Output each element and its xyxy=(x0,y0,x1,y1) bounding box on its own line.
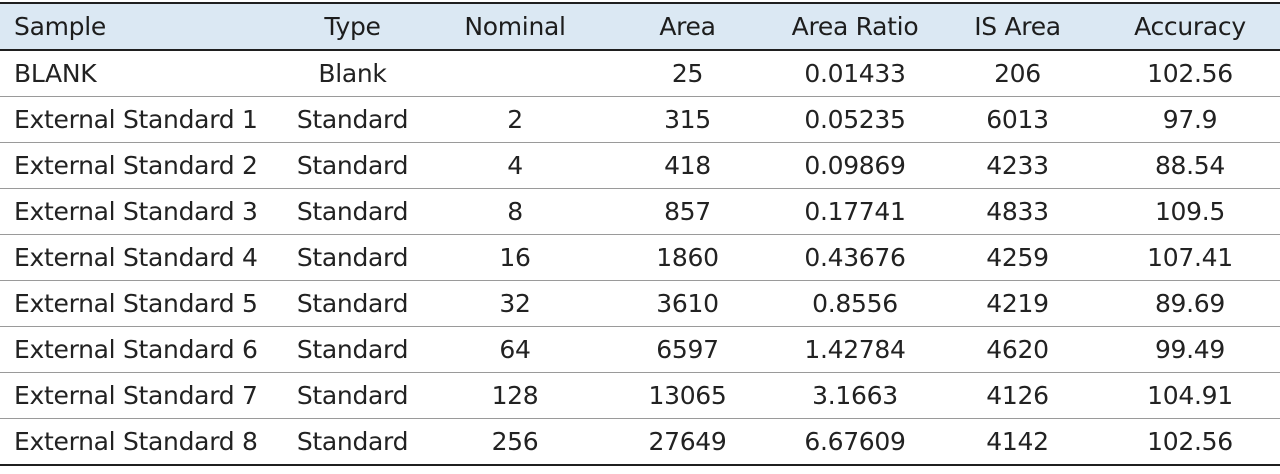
cell-area-ratio: 3.1663 xyxy=(812,381,898,410)
table-row: External Standard 3 Standard 8 857 0.177… xyxy=(0,189,1280,235)
cell-accuracy: 107.41 xyxy=(1147,243,1233,272)
cell-type: Standard xyxy=(296,427,409,456)
cell-area-ratio: 6.67609 xyxy=(804,427,906,456)
cell-area: 27649 xyxy=(648,427,727,456)
table-row: External Standard 8 Standard 256 27649 6… xyxy=(0,419,1280,466)
cell-is-area: 4126 xyxy=(986,381,1049,410)
cell-sample: External Standard 4 xyxy=(14,243,258,272)
cell-accuracy: 104.91 xyxy=(1147,381,1233,410)
cell-area: 1860 xyxy=(656,243,719,272)
table-row: External Standard 5 Standard 32 3610 0.8… xyxy=(0,281,1280,327)
table-header-row: Sample Type Nominal Area Area Ratio IS A… xyxy=(0,4,1280,51)
results-table: Sample Type Nominal Area Area Ratio IS A… xyxy=(0,2,1280,466)
cell-nominal: 4 xyxy=(507,151,523,180)
cell-sample: External Standard 5 xyxy=(14,289,258,318)
cell-accuracy: 89.69 xyxy=(1154,289,1226,318)
cell-type: Blank xyxy=(318,59,387,88)
cell-accuracy: 97.9 xyxy=(1162,105,1218,134)
cell-is-area: 4259 xyxy=(986,243,1049,272)
cell-type: Standard xyxy=(296,381,409,410)
cell-area-ratio: 0.43676 xyxy=(804,243,906,272)
cell-accuracy: 109.5 xyxy=(1154,197,1226,226)
cell-nominal: 2 xyxy=(507,105,523,134)
cell-sample: BLANK xyxy=(14,59,97,88)
cell-is-area: 206 xyxy=(994,59,1041,88)
cell-is-area: 4620 xyxy=(986,335,1049,364)
cell-sample: External Standard 6 xyxy=(14,335,258,364)
table-row: External Standard 4 Standard 16 1860 0.4… xyxy=(0,235,1280,281)
cell-is-area: 6013 xyxy=(986,105,1049,134)
cell-area-ratio: 0.09869 xyxy=(804,151,906,180)
table-row: External Standard 6 Standard 64 6597 1.4… xyxy=(0,327,1280,373)
table-row: External Standard 2 Standard 4 418 0.098… xyxy=(0,143,1280,189)
cell-accuracy: 99.49 xyxy=(1154,335,1226,364)
cell-nominal: 16 xyxy=(499,243,531,272)
cell-area: 418 xyxy=(664,151,711,180)
cell-area-ratio: 0.17741 xyxy=(804,197,906,226)
cell-is-area: 4233 xyxy=(986,151,1049,180)
column-header-area: Area xyxy=(659,12,716,41)
cell-sample: External Standard 7 xyxy=(14,381,258,410)
column-header-is-area: IS Area xyxy=(974,12,1061,41)
column-header-area-ratio: Area Ratio xyxy=(791,12,919,41)
cell-nominal: 8 xyxy=(507,197,523,226)
cell-type: Standard xyxy=(296,197,409,226)
cell-area-ratio: 0.01433 xyxy=(804,59,906,88)
cell-nominal: 64 xyxy=(499,335,531,364)
table-row: BLANK Blank 25 0.01433 206 102.56 xyxy=(0,51,1280,97)
cell-area-ratio: 1.42784 xyxy=(804,335,906,364)
column-header-nominal: Nominal xyxy=(464,12,566,41)
cell-area: 6597 xyxy=(656,335,719,364)
cell-type: Standard xyxy=(296,335,409,364)
cell-sample: External Standard 1 xyxy=(14,105,258,134)
cell-area-ratio: 0.8556 xyxy=(812,289,898,318)
cell-accuracy: 102.56 xyxy=(1147,427,1233,456)
cell-is-area: 4833 xyxy=(986,197,1049,226)
table-row: External Standard 1 Standard 2 315 0.052… xyxy=(0,97,1280,143)
cell-type: Standard xyxy=(296,151,409,180)
cell-type: Standard xyxy=(296,243,409,272)
table-row: External Standard 7 Standard 128 13065 3… xyxy=(0,373,1280,419)
cell-accuracy: 88.54 xyxy=(1154,151,1226,180)
cell-nominal: 32 xyxy=(499,289,531,318)
cell-area-ratio: 0.05235 xyxy=(804,105,906,134)
cell-sample: External Standard 3 xyxy=(14,197,258,226)
cell-type: Standard xyxy=(296,289,409,318)
cell-area: 25 xyxy=(671,59,704,88)
cell-accuracy: 102.56 xyxy=(1147,59,1233,88)
column-header-sample: Sample xyxy=(14,12,106,41)
column-header-accuracy: Accuracy xyxy=(1134,12,1246,41)
cell-area: 13065 xyxy=(648,381,727,410)
cell-is-area: 4142 xyxy=(986,427,1049,456)
cell-area: 857 xyxy=(664,197,711,226)
cell-nominal: 256 xyxy=(491,427,539,456)
cell-sample: External Standard 8 xyxy=(14,427,258,456)
cell-type: Standard xyxy=(296,105,409,134)
column-header-type: Type xyxy=(324,12,381,41)
cell-nominal: 128 xyxy=(491,381,539,410)
cell-sample: External Standard 2 xyxy=(14,151,258,180)
cell-area: 3610 xyxy=(656,289,719,318)
cell-is-area: 4219 xyxy=(986,289,1049,318)
cell-area: 315 xyxy=(664,105,711,134)
